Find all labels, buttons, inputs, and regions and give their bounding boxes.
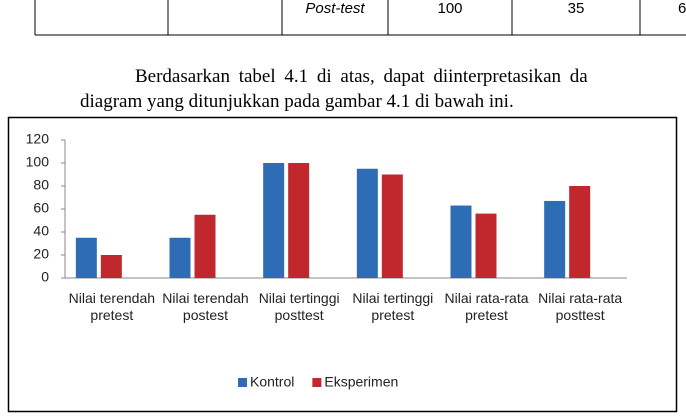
bar bbox=[263, 163, 285, 278]
legend-label: Kontrol bbox=[250, 374, 294, 390]
legend-swatch bbox=[238, 378, 247, 387]
bar bbox=[194, 214, 216, 278]
bar bbox=[569, 186, 591, 278]
bar bbox=[450, 205, 472, 278]
x-tick-label: Nilai tertinggi posttest bbox=[258, 290, 340, 323]
bar bbox=[544, 200, 566, 278]
bar bbox=[169, 237, 191, 278]
x-tick-label: Nilai terendah postest bbox=[162, 290, 249, 323]
y-tick-label: 40 bbox=[33, 223, 49, 239]
bar bbox=[356, 168, 378, 278]
paragraph-line: diagram yang ditunjukkan pada gambar 4.1… bbox=[80, 91, 514, 112]
y-tick-label: 60 bbox=[33, 200, 49, 216]
paragraph-line: Berdasarkan tabel 4.1 di atas, dapat dii… bbox=[135, 66, 588, 87]
bar bbox=[475, 213, 497, 278]
bar bbox=[381, 174, 403, 278]
y-tick-label: 20 bbox=[33, 246, 49, 262]
x-tick-label: Nilai terendah pretest bbox=[68, 290, 156, 323]
bar bbox=[75, 237, 97, 278]
table-cell: Post-test bbox=[305, 0, 365, 17]
y-tick-label: 120 bbox=[26, 131, 50, 147]
y-tick-label: 0 bbox=[41, 269, 49, 285]
table-cell: 35 bbox=[567, 0, 585, 17]
legend-label: Eksperimen bbox=[324, 374, 398, 390]
chart-frame bbox=[7, 116, 678, 413]
x-tick-label: Nilai rata-rata pretest bbox=[444, 290, 529, 323]
x-tick-label: Nilai tertinggi pretest bbox=[352, 290, 434, 323]
x-tick-label: Nilai rata-rata posttest bbox=[538, 290, 623, 323]
bar bbox=[100, 255, 122, 278]
y-tick-label: 100 bbox=[26, 154, 50, 170]
bar bbox=[288, 163, 310, 278]
legend-swatch bbox=[312, 378, 322, 387]
table-cell: 6 bbox=[678, 0, 686, 17]
y-tick-label: 80 bbox=[33, 177, 49, 193]
table-cell: 100 bbox=[437, 0, 463, 17]
